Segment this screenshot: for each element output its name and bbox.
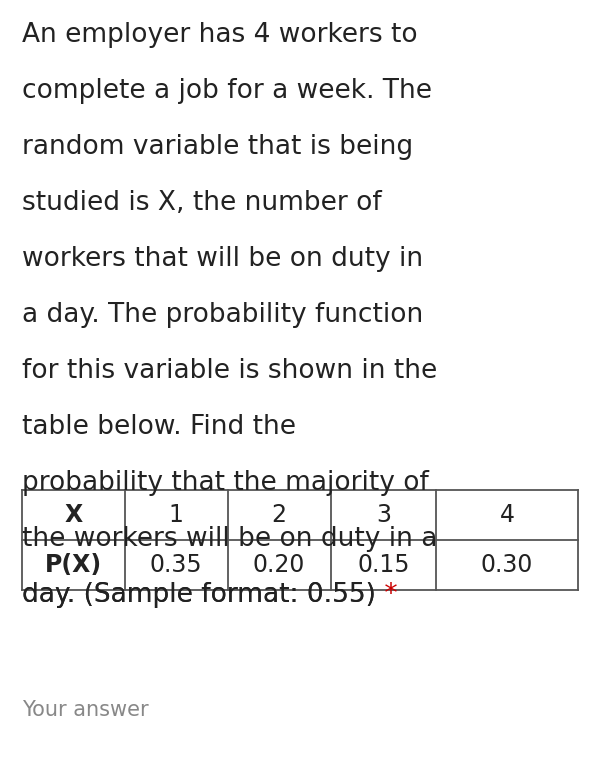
Text: X: X	[64, 503, 83, 527]
Text: for this variable is shown in the: for this variable is shown in the	[22, 358, 437, 384]
Text: day. (Sample format: 0.55): day. (Sample format: 0.55)	[22, 582, 376, 608]
Text: 1: 1	[169, 503, 184, 527]
Text: random variable that is being: random variable that is being	[22, 134, 413, 160]
Text: 4: 4	[500, 503, 515, 527]
Text: 3: 3	[376, 503, 391, 527]
Text: table below. Find the: table below. Find the	[22, 414, 296, 440]
Text: An employer has 4 workers to: An employer has 4 workers to	[22, 22, 418, 48]
Text: day. (Sample format: 0.55): day. (Sample format: 0.55)	[22, 582, 376, 608]
Text: a day. The probability function: a day. The probability function	[22, 302, 423, 328]
Text: Your answer: Your answer	[22, 700, 149, 720]
Text: *: *	[376, 582, 398, 608]
Text: day. (Sample format: 0.55) *: day. (Sample format: 0.55) *	[22, 582, 398, 608]
Text: P(X): P(X)	[45, 553, 102, 577]
Text: day. (Sample format: 0.55) *: day. (Sample format: 0.55) *	[22, 582, 398, 608]
Text: 0.30: 0.30	[481, 553, 533, 577]
Text: 0.20: 0.20	[253, 553, 305, 577]
Text: studied is X, the number of: studied is X, the number of	[22, 190, 382, 216]
Text: 0.35: 0.35	[150, 553, 203, 577]
Text: the workers will be on duty in a: the workers will be on duty in a	[22, 526, 437, 552]
Text: 2: 2	[272, 503, 287, 527]
Text: complete a job for a week. The: complete a job for a week. The	[22, 78, 432, 104]
Text: workers that will be on duty in: workers that will be on duty in	[22, 246, 423, 272]
Text: probability that the majority of: probability that the majority of	[22, 470, 429, 496]
Text: 0.15: 0.15	[357, 553, 410, 577]
